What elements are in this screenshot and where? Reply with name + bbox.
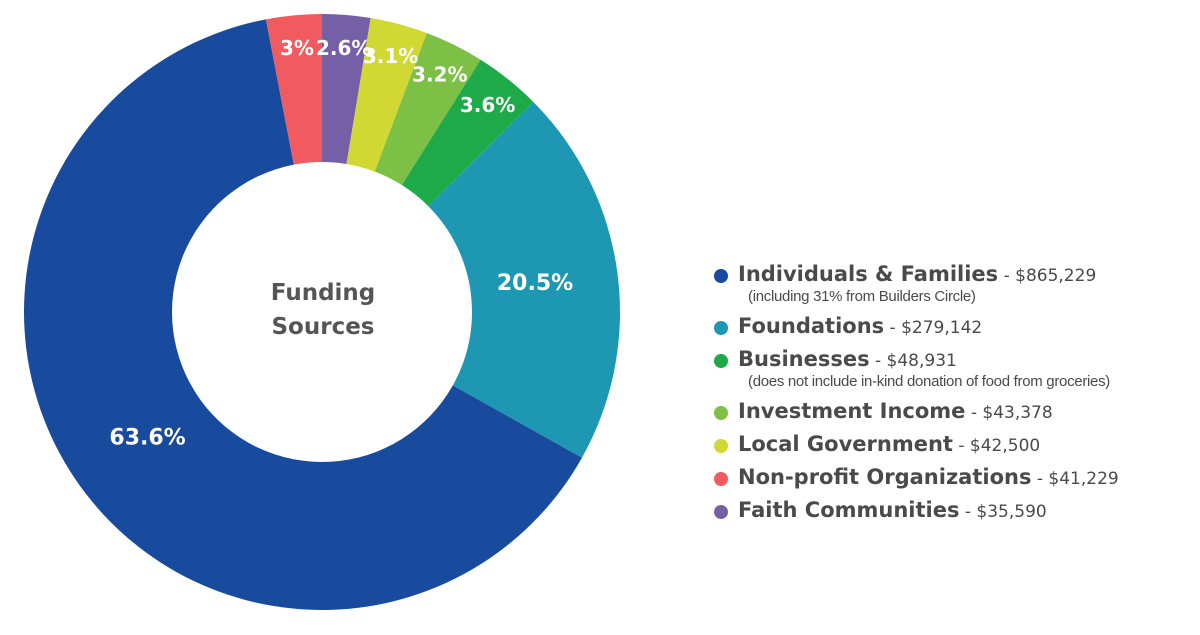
- slice-individuals-families: [23, 19, 582, 611]
- center-title-line-2: Sources: [271, 314, 374, 340]
- legend-item: Investment Income - $43,378: [712, 399, 1119, 423]
- slice-faith-communities: [322, 14, 371, 165]
- slice-label: 63.6%: [109, 426, 185, 451]
- legend-name: Businesses: [738, 347, 870, 371]
- slice-local-government: [346, 17, 427, 172]
- legend-item: Non-profit Organizations - $41,229: [712, 465, 1119, 489]
- legend-separator: -: [998, 266, 1016, 286]
- donut-chart: 2.6%3.1%3.2% 3.6% 20.5% 63.6% 3% Funding Sou…: [23, 14, 620, 611]
- legend-item: Individuals & Families - $865,229 (includ…: [712, 262, 1119, 305]
- legend-separator: -: [965, 403, 983, 423]
- legend-amount: $35,590: [976, 502, 1047, 522]
- legend-item: Foundations - $279,142: [712, 314, 1119, 338]
- legend-swatch: [714, 439, 728, 453]
- slice-label: 20.5%: [497, 271, 573, 296]
- legend-item: Local Government - $42,500: [712, 432, 1119, 456]
- slice-label: 3.2%: [412, 63, 467, 87]
- legend-name: Investment Income: [738, 399, 966, 423]
- legend-item: Businesses - $48,931 (does not include in…: [712, 347, 1119, 390]
- legend-swatch: [714, 269, 728, 283]
- legend-name: Foundations: [738, 314, 885, 338]
- legend: Individuals & Families - $865,229 (includ…: [712, 262, 1119, 531]
- legend-swatch: [714, 354, 728, 368]
- legend-separator: -: [959, 502, 977, 522]
- center-title-line-1: Funding: [271, 280, 376, 306]
- slice-label: 3%: [280, 36, 314, 60]
- legend-name: Faith Communities: [738, 498, 960, 522]
- legend-swatch: [714, 321, 728, 335]
- legend-name: Non-profit Organizations: [738, 465, 1032, 489]
- legend-swatch: [714, 472, 728, 486]
- slice-label: 3.1%: [363, 44, 418, 68]
- legend-name: Individuals & Families: [738, 262, 999, 286]
- slice-non-profit-organizations: [265, 14, 322, 165]
- legend-amount: $865,229: [1015, 266, 1097, 286]
- legend-amount: $48,931: [886, 351, 957, 371]
- legend-item: Faith Communities - $35,590: [712, 498, 1119, 522]
- legend-note: (including 31% from Builders Circle): [748, 288, 976, 305]
- legend-separator: -: [1031, 469, 1049, 489]
- slice-label: 2.6%: [316, 36, 371, 60]
- legend-amount: $41,229: [1048, 469, 1119, 489]
- legend-separator: -: [884, 318, 902, 338]
- legend-amount: $42,500: [969, 436, 1041, 456]
- slice-label: 3.6%: [460, 93, 515, 117]
- slice-businesses: [401, 59, 534, 207]
- legend-note: (does not include in-kind donation of fo…: [748, 373, 1110, 390]
- legend-amount: $279,142: [901, 318, 983, 338]
- legend-name: Local Government: [738, 432, 953, 456]
- legend-amount: $43,378: [982, 403, 1053, 423]
- slice-foundations: [428, 101, 620, 458]
- legend-swatch: [714, 505, 728, 519]
- legend-swatch: [714, 406, 728, 420]
- legend-separator: -: [869, 351, 887, 371]
- slice-investment-income: [374, 33, 481, 186]
- legend-separator: -: [952, 436, 970, 456]
